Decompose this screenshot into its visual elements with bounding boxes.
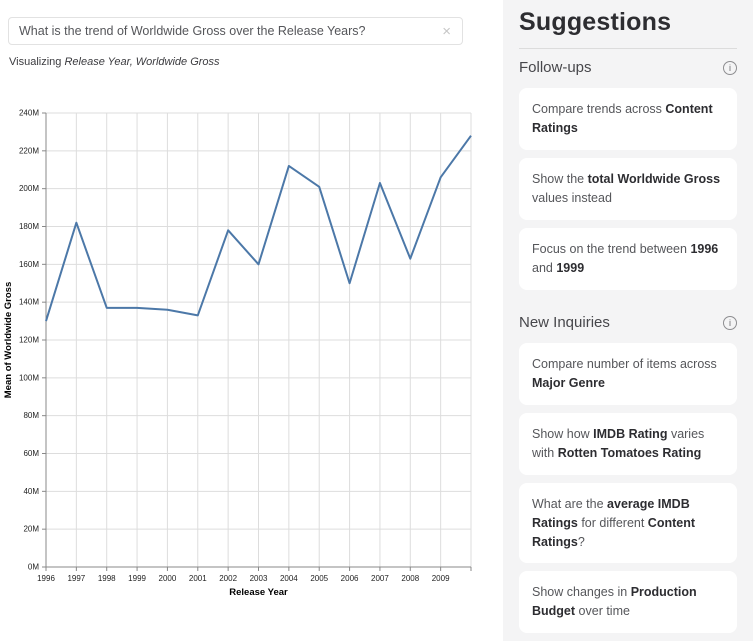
suggestion-card[interactable]: Show the total Worldwide Gross values in… [519,158,737,220]
suggestion-card[interactable]: Show changes in Production Budget over t… [519,571,737,634]
x-tick-label: 1998 [98,574,116,583]
x-tick-label: 2001 [189,574,207,583]
clear-query-icon[interactable]: × [442,22,451,40]
x-tick-label: 2005 [310,574,328,583]
x-tick-label: 2006 [341,574,359,583]
followups-cards: Compare trends across Content Ratings Sho… [519,88,737,290]
chart-svg: 0M 20M 40M 60M 80M 100M 120M 140M 160M 180M 200M 22… [3,109,472,598]
suggestion-card[interactable]: Compare number of items across Major Gen… [519,343,737,405]
trend-line [45,135,472,322]
visualizing-fields: Release Year, Worldwide Gross [64,56,220,68]
x-tick-label: 1996 [37,574,55,583]
y-tick-label: 200M [19,184,39,193]
followups-label: Follow-ups [519,59,592,76]
y-tick-label: 180M [19,222,39,231]
y-axis-title: Mean of Worldwide Gross [3,282,14,398]
visualization-pane: × Visualizing Release Year, Worldwide Gr… [0,17,500,615]
x-tick-label: 2004 [280,574,298,583]
y-tick-label: 100M [19,373,39,382]
y-tick-label: 140M [19,298,39,307]
y-tick-label: 60M [23,449,39,458]
x-tick-label: 2003 [250,574,268,583]
x-tick-label: 2007 [371,574,389,583]
x-tick-label: 2009 [432,574,450,583]
info-icon[interactable]: i [723,315,737,330]
y-tick-label: 120M [19,336,39,345]
followups-section: Follow-ups i Compare trends across Conte… [519,59,737,290]
suggestion-card[interactable]: Compare trends across Content Ratings [519,88,737,150]
y-tick-label: 80M [23,411,39,420]
suggestion-card[interactable]: Focus on the trend between 1996 and 1999 [519,228,737,290]
x-tick-label: 2002 [219,574,237,583]
panel-divider [519,48,737,49]
query-bar: × [8,17,463,45]
new-inquiries-label: New Inquiries [519,314,610,331]
query-input[interactable] [9,24,432,38]
y-tick-label: 160M [19,260,39,269]
x-axis-title: Release Year [229,587,288,598]
y-tick-label: 0M [28,563,39,572]
suggestion-card[interactable]: What are the average IMDB Ratings for di… [519,483,737,564]
x-tick-label: 1997 [67,574,85,583]
line-chart: 0M 20M 40M 60M 80M 100M 120M 140M 160M 180M 200M 22… [0,90,500,615]
x-tick-label: 1999 [128,574,146,583]
y-tick-label: 240M [19,109,39,118]
y-tick-label: 220M [19,146,39,155]
visualizing-status: Visualizing Release Year, Worldwide Gros… [9,56,220,68]
y-tick-label: 40M [23,487,39,496]
info-icon[interactable]: i [723,60,737,75]
x-tick-label: 2008 [401,574,419,583]
new-inquiries-section: New Inquiries i Compare number of items … [519,314,737,634]
suggestions-panel: Suggestions Follow-ups i Compare trends … [503,0,753,641]
y-tick-label: 20M [23,525,39,534]
suggestions-title: Suggestions [519,8,672,36]
suggestion-card[interactable]: Show how IMDB Rating varies with Rotten … [519,413,737,475]
followups-header: Follow-ups i [519,59,737,76]
x-tick-label: 2000 [159,574,177,583]
new-inquiries-header: New Inquiries i [519,314,737,331]
new-inquiries-cards: Compare number of items across Major Gen… [519,343,737,634]
visualizing-prefix: Visualizing [9,56,65,68]
